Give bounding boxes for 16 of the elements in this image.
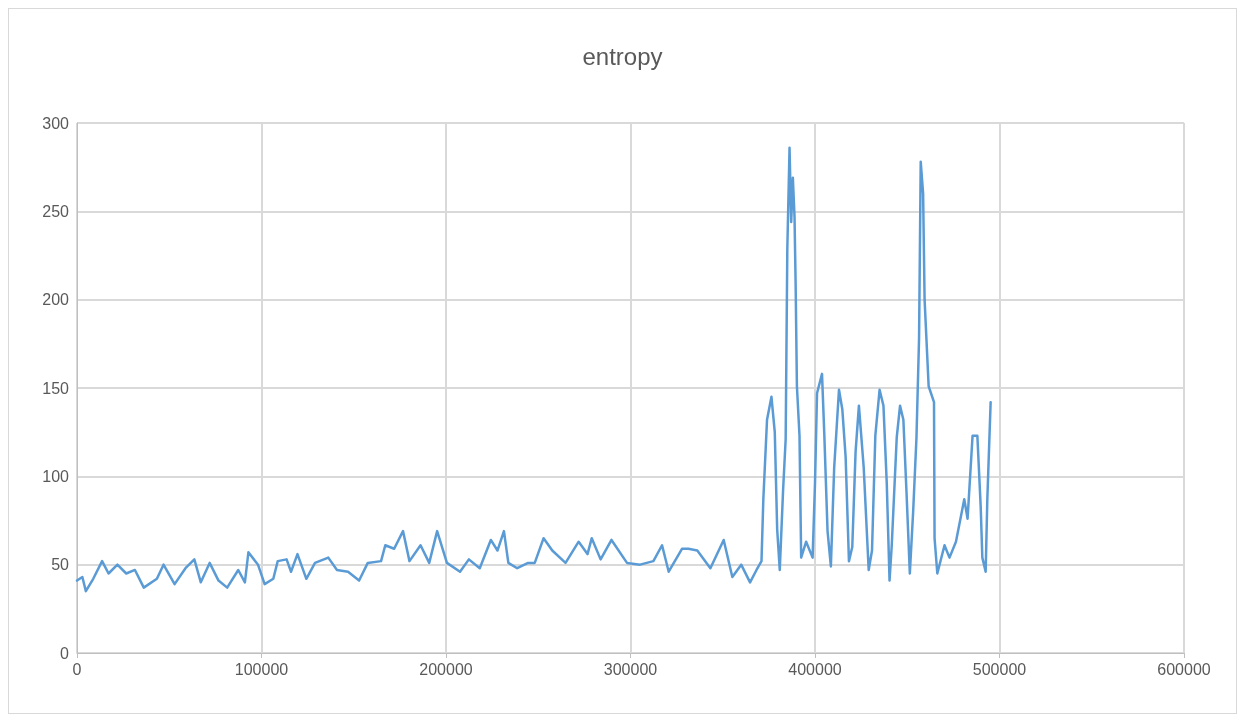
chart-title: entropy [582, 42, 663, 70]
line-series [75, 146, 992, 593]
y-tick-label: 150 [42, 379, 70, 397]
y-tick-label: 0 [60, 644, 70, 662]
y-tick-label: 100 [42, 467, 70, 485]
x-tick-label: 600000 [1157, 660, 1211, 678]
x-tick-label: 0 [72, 660, 82, 678]
x-tick-label: 300000 [603, 660, 658, 678]
y-tick-label: 200 [42, 291, 70, 309]
x-tick-label: 200000 [419, 660, 473, 678]
y-tick-label: 300 [42, 114, 70, 132]
x-tick-label: 400000 [788, 660, 842, 678]
y-tick-label: 250 [42, 202, 70, 220]
y-tick-label: 50 [51, 556, 70, 574]
x-tick-label: 100000 [234, 660, 289, 678]
x-tick-label: 500000 [972, 660, 1027, 678]
